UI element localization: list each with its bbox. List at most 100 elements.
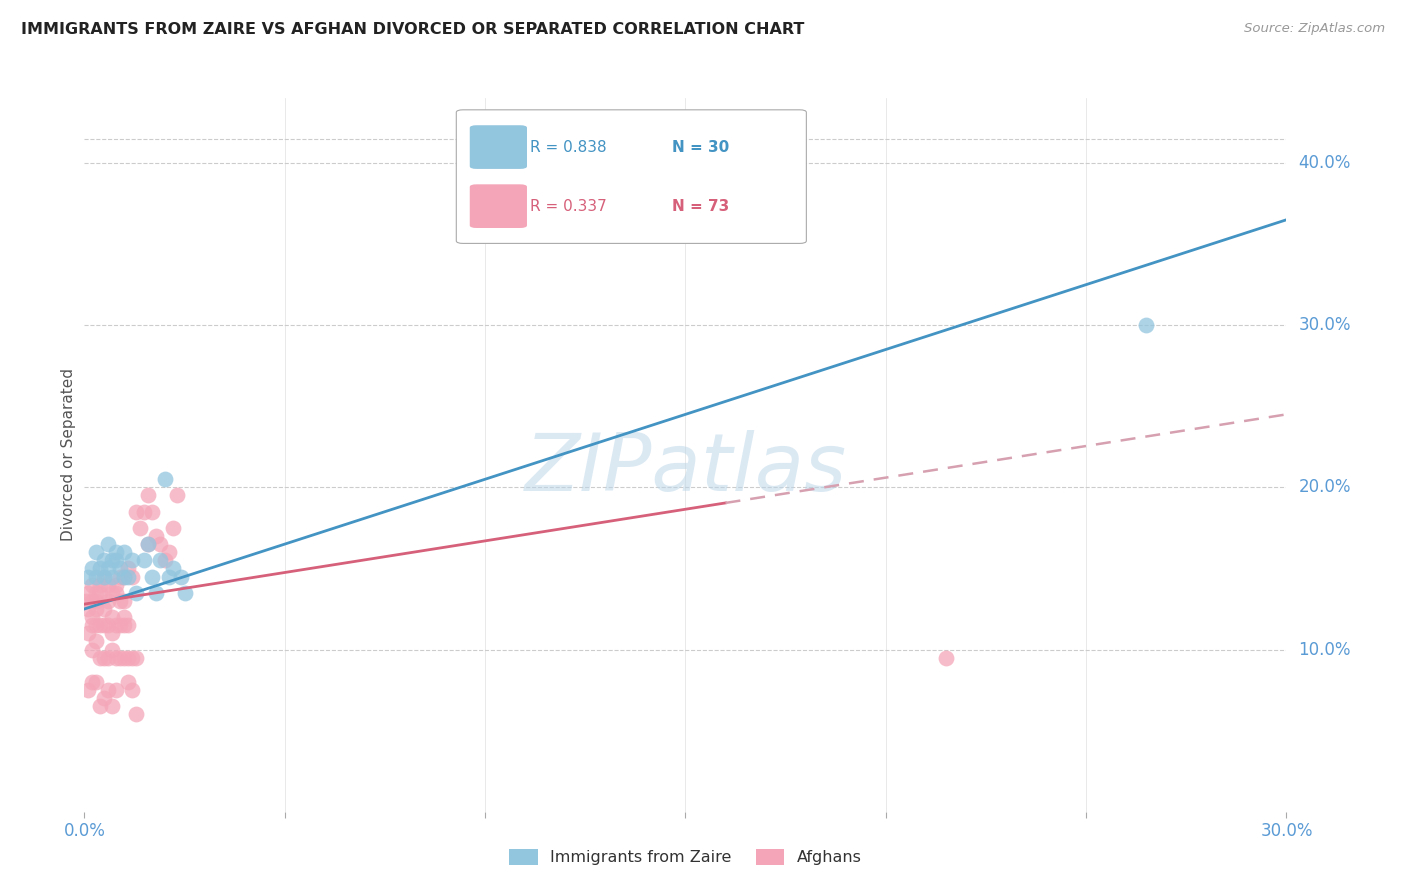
- Point: [86, 545, 108, 559]
- Point: [82, 577, 104, 591]
- Point: [75, 594, 97, 608]
- Point: [101, 586, 124, 600]
- Point: [121, 553, 143, 567]
- Point: [86, 569, 108, 583]
- Point: [153, 553, 176, 567]
- Point: [117, 561, 139, 575]
- Point: [101, 626, 124, 640]
- Point: [110, 618, 132, 632]
- Point: [121, 683, 143, 698]
- Point: [82, 675, 104, 690]
- Point: [105, 577, 128, 591]
- Point: [86, 602, 108, 616]
- Point: [117, 675, 139, 690]
- Point: [169, 569, 191, 583]
- Point: [114, 650, 135, 665]
- Point: [101, 699, 124, 714]
- Point: [93, 650, 115, 665]
- Point: [145, 586, 167, 600]
- Point: [89, 577, 111, 591]
- Point: [89, 586, 111, 600]
- Point: [141, 569, 163, 583]
- Point: [93, 569, 115, 583]
- Point: [97, 683, 120, 698]
- Point: [82, 610, 104, 624]
- Text: IMMIGRANTS FROM ZAIRE VS AFGHAN DIVORCED OR SEPARATED CORRELATION CHART: IMMIGRANTS FROM ZAIRE VS AFGHAN DIVORCED…: [21, 22, 804, 37]
- Point: [101, 642, 124, 657]
- Point: [125, 505, 148, 519]
- Point: [77, 626, 100, 640]
- Point: [86, 618, 108, 632]
- Point: [173, 586, 195, 600]
- Point: [134, 505, 156, 519]
- Point: [86, 634, 108, 648]
- Point: [935, 650, 957, 665]
- Point: [89, 618, 111, 632]
- Point: [125, 707, 148, 722]
- Point: [162, 521, 184, 535]
- Point: [141, 505, 163, 519]
- Point: [97, 650, 120, 665]
- Point: [82, 642, 104, 657]
- Point: [82, 618, 104, 632]
- Text: 10.0%: 10.0%: [1299, 640, 1351, 658]
- Point: [110, 569, 132, 583]
- Point: [89, 699, 111, 714]
- Point: [114, 569, 135, 583]
- Point: [166, 488, 188, 502]
- Point: [114, 545, 135, 559]
- Point: [89, 650, 111, 665]
- Point: [82, 561, 104, 575]
- Point: [105, 683, 128, 698]
- Point: [117, 650, 139, 665]
- Point: [145, 529, 167, 543]
- Text: Source: ZipAtlas.com: Source: ZipAtlas.com: [1244, 22, 1385, 36]
- Text: 30.0%: 30.0%: [1299, 316, 1351, 334]
- Point: [149, 553, 172, 567]
- Point: [125, 586, 148, 600]
- Point: [89, 561, 111, 575]
- Point: [101, 610, 124, 624]
- Point: [105, 618, 128, 632]
- Point: [1135, 318, 1157, 333]
- Point: [153, 472, 176, 486]
- Text: ZIPatlas: ZIPatlas: [524, 430, 846, 508]
- Y-axis label: Divorced or Separated: Divorced or Separated: [60, 368, 76, 541]
- Point: [77, 569, 100, 583]
- Text: 20.0%: 20.0%: [1299, 478, 1351, 496]
- Point: [105, 553, 128, 567]
- Point: [121, 569, 143, 583]
- Point: [93, 553, 115, 567]
- Point: [114, 618, 135, 632]
- Point: [82, 594, 104, 608]
- Point: [97, 594, 120, 608]
- Text: 40.0%: 40.0%: [1299, 154, 1351, 172]
- Point: [114, 569, 135, 583]
- Point: [105, 545, 128, 559]
- Point: [77, 586, 100, 600]
- Point: [114, 610, 135, 624]
- Point: [138, 488, 160, 502]
- Point: [138, 537, 160, 551]
- Point: [101, 569, 124, 583]
- Legend: Immigrants from Zaire, Afghans: Immigrants from Zaire, Afghans: [502, 842, 869, 871]
- Point: [97, 537, 120, 551]
- Point: [114, 594, 135, 608]
- Point: [129, 521, 152, 535]
- Point: [86, 594, 108, 608]
- Point: [157, 569, 180, 583]
- Point: [93, 602, 115, 616]
- Point: [149, 537, 172, 551]
- Point: [117, 569, 139, 583]
- Point: [97, 618, 120, 632]
- Point: [110, 594, 132, 608]
- Point: [110, 561, 132, 575]
- Point: [86, 675, 108, 690]
- Point: [93, 691, 115, 706]
- Point: [134, 553, 156, 567]
- Point: [105, 650, 128, 665]
- Point: [138, 537, 160, 551]
- Point: [93, 618, 115, 632]
- Point: [117, 618, 139, 632]
- Point: [105, 586, 128, 600]
